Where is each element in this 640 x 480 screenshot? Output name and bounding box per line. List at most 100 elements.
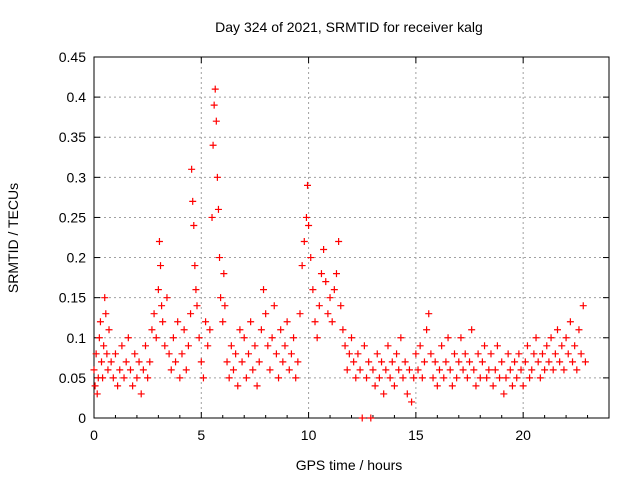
data-point xyxy=(100,342,108,350)
data-point xyxy=(418,374,426,382)
data-point xyxy=(105,326,113,334)
data-point xyxy=(476,374,484,382)
data-point xyxy=(423,326,431,334)
data-point xyxy=(455,358,463,366)
x-tick-label: 5 xyxy=(197,427,205,443)
data-point xyxy=(530,350,538,358)
data-point xyxy=(245,350,252,358)
data-point xyxy=(281,342,289,350)
data-point xyxy=(429,374,437,382)
data-point xyxy=(386,374,394,382)
data-point xyxy=(562,334,570,342)
y-tick-label: 0.05 xyxy=(59,370,86,386)
data-point xyxy=(266,366,274,374)
data-point xyxy=(137,390,145,398)
data-point xyxy=(184,342,192,350)
data-point xyxy=(569,358,577,366)
data-point xyxy=(378,358,386,366)
data-point xyxy=(354,350,362,358)
data-point xyxy=(483,374,491,382)
data-point xyxy=(496,374,504,382)
data-point xyxy=(343,366,351,374)
data-point xyxy=(332,270,340,278)
data-point xyxy=(192,286,200,294)
data-point xyxy=(135,358,143,366)
data-point xyxy=(470,366,478,374)
data-point xyxy=(99,374,107,382)
data-point xyxy=(313,334,321,342)
y-tick-label: 0.15 xyxy=(59,290,86,306)
data-point xyxy=(481,342,489,350)
data-point xyxy=(508,382,516,390)
data-point xyxy=(209,141,217,149)
data-point xyxy=(326,294,334,302)
data-point xyxy=(193,302,201,310)
data-point xyxy=(397,334,405,342)
data-point xyxy=(109,374,117,382)
data-point xyxy=(139,366,147,374)
data-point xyxy=(131,350,139,358)
data-point xyxy=(390,382,398,390)
data-point xyxy=(102,310,110,318)
data-point xyxy=(150,310,158,318)
data-point xyxy=(538,350,546,358)
data-point xyxy=(330,286,338,294)
data-point xyxy=(277,326,285,334)
data-point xyxy=(155,238,163,246)
data-point xyxy=(405,366,413,374)
data-point xyxy=(526,374,534,382)
data-point xyxy=(158,302,166,310)
data-point xyxy=(564,350,572,358)
data-point xyxy=(202,318,210,326)
data-point xyxy=(451,350,458,358)
data-point xyxy=(335,238,343,246)
data-point xyxy=(403,390,411,398)
data-point xyxy=(399,374,407,382)
data-point xyxy=(219,318,227,326)
data-point xyxy=(457,334,465,342)
data-point xyxy=(309,286,317,294)
data-point xyxy=(487,350,495,358)
data-point xyxy=(463,374,471,382)
data-point xyxy=(393,350,401,358)
data-point xyxy=(144,374,152,382)
data-point xyxy=(223,358,231,366)
data-point xyxy=(154,286,162,294)
data-point xyxy=(264,342,272,350)
data-point xyxy=(142,342,149,350)
data-point xyxy=(93,390,101,398)
data-point xyxy=(104,366,112,374)
data-point xyxy=(118,342,126,350)
data-point xyxy=(255,358,263,366)
data-point xyxy=(107,358,115,366)
data-point xyxy=(560,366,568,374)
data-point xyxy=(211,85,219,93)
data-point xyxy=(124,334,132,342)
data-point xyxy=(240,334,248,342)
axis-ticks: 0 0.05 0.1 0.15 0.2 0.25 0.3 0.35 0.4 0.45 0 5 10 15 2… xyxy=(59,49,610,443)
data-point xyxy=(577,350,585,358)
data-point xyxy=(213,173,221,181)
data-point xyxy=(431,358,439,366)
data-point xyxy=(511,358,519,366)
data-points xyxy=(90,85,589,422)
data-point xyxy=(446,366,454,374)
data-point xyxy=(382,366,390,374)
data-point xyxy=(161,342,169,350)
data-point xyxy=(369,366,377,374)
data-point xyxy=(513,374,521,382)
data-point xyxy=(558,342,566,350)
data-point xyxy=(191,262,199,270)
data-point xyxy=(90,366,98,374)
y-tick-label: 0.35 xyxy=(59,129,86,145)
y-tick-label: 0.25 xyxy=(59,209,86,225)
data-point xyxy=(96,318,104,326)
data-point xyxy=(528,366,536,374)
data-point xyxy=(502,374,510,382)
data-point xyxy=(296,310,304,318)
data-point xyxy=(438,342,446,350)
data-point xyxy=(521,358,529,366)
data-point xyxy=(159,318,167,326)
data-point xyxy=(305,221,313,229)
